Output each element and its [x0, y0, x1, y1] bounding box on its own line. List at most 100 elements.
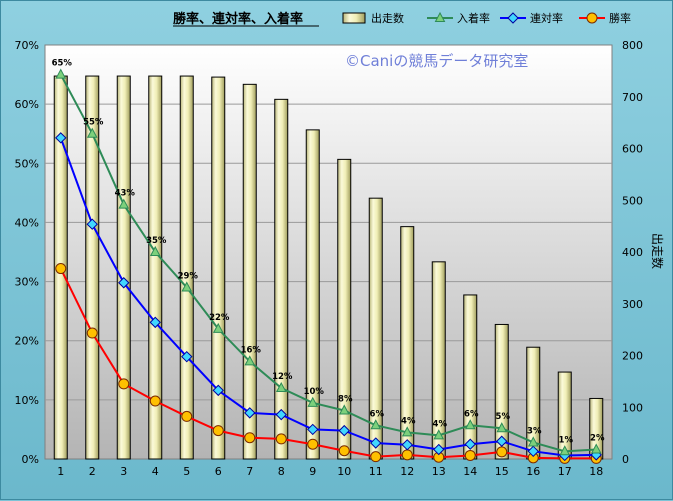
legend-swatch-bar: [342, 12, 366, 24]
point-circle-2: [86, 327, 98, 339]
point-triangle-4: [149, 245, 161, 256]
plot-area: [44, 44, 613, 460]
data-label-14: 6%: [464, 409, 479, 419]
legend-marker-diamond: [507, 12, 519, 24]
point-diamond-8: [275, 408, 287, 421]
data-label-17: 1%: [559, 435, 574, 445]
point-diamond-7: [244, 407, 256, 419]
y2-tick-label: 600: [622, 143, 643, 156]
bar-4: [148, 75, 163, 460]
point-diamond-12: [401, 439, 413, 451]
point-diamond-3: [118, 277, 130, 289]
legend-label: 勝率: [609, 11, 631, 25]
point-circle-14: [464, 449, 476, 461]
x-tick-label: 9: [309, 465, 316, 478]
point-circle-6: [212, 425, 224, 437]
y-tick-label: 70%: [15, 39, 39, 52]
legend-label: 連対率: [530, 11, 563, 25]
data-label-6: 22%: [209, 313, 230, 323]
point-triangle-8: [275, 381, 287, 393]
x-tick-label: 13: [432, 465, 446, 478]
legend-marker-circle: [586, 12, 598, 24]
point-circle-1: [55, 263, 67, 275]
x-tick-label: 3: [120, 465, 127, 478]
bar-8: [274, 98, 289, 460]
data-label-4: 35%: [146, 236, 167, 246]
data-label-12: 4%: [401, 416, 416, 426]
data-label-11: 6%: [370, 409, 385, 419]
data-label-7: 16%: [241, 345, 262, 355]
point-diamond-6: [212, 384, 224, 397]
point-triangle-16: [527, 436, 539, 447]
data-label-13: 4%: [433, 419, 448, 429]
y-tick-label: 10%: [15, 394, 39, 407]
point-triangle-1: [55, 68, 67, 79]
point-diamond-10: [338, 424, 350, 437]
point-circle-7: [244, 432, 256, 444]
bar-7: [242, 83, 257, 460]
data-label-9: 10%: [304, 387, 325, 397]
data-label-2: 55%: [83, 118, 104, 128]
point-diamond-16: [527, 445, 539, 458]
point-circle-11: [370, 451, 382, 463]
point-circle-3: [118, 378, 130, 390]
point-triangle-9: [307, 396, 319, 407]
point-diamond-2: [86, 218, 98, 230]
bar-3: [116, 75, 131, 460]
point-circle-15: [496, 446, 508, 458]
x-tick-label: 18: [589, 465, 603, 478]
x-tick-label: 1: [57, 465, 64, 478]
y-tick-label: 20%: [15, 335, 39, 348]
x-tick-label: 6: [215, 465, 222, 478]
legend-label: 出走数: [371, 11, 404, 25]
x-tick-label: 16: [526, 465, 540, 478]
data-label-5: 29%: [178, 271, 199, 281]
bar-2: [85, 75, 100, 460]
point-triangle-14: [464, 419, 476, 430]
y2-tick-label: 200: [622, 350, 643, 363]
y2-tick-label: 300: [622, 298, 643, 311]
x-tick-label: 12: [400, 465, 414, 478]
point-diamond-9: [307, 423, 319, 436]
point-triangle-12: [401, 426, 413, 437]
x-tick-label: 10: [337, 465, 351, 478]
point-circle-9: [307, 438, 319, 450]
x-tick-label: 11: [369, 465, 383, 478]
y-tick-label: 30%: [15, 276, 39, 289]
x-tick-label: 5: [183, 465, 190, 478]
point-triangle-3: [118, 198, 130, 209]
x-tick-label: 14: [463, 465, 477, 478]
y-tick-label: 40%: [15, 216, 39, 229]
data-label-10: 8%: [338, 395, 353, 405]
bar-14: [463, 294, 478, 460]
point-triangle-10: [338, 404, 350, 415]
y-tick-label: 60%: [15, 98, 39, 111]
bar-9: [305, 129, 320, 460]
data-label-1: 65%: [52, 59, 73, 69]
point-circle-8: [275, 433, 287, 445]
x-tick-label: 17: [558, 465, 572, 478]
y2-tick-label: 700: [622, 91, 643, 104]
point-circle-4: [149, 395, 161, 407]
point-circle-12: [401, 449, 413, 461]
chart-title: 勝率、連対率、入着率: [173, 11, 303, 27]
point-circle-5: [181, 410, 193, 422]
legend-marker-triangle: [434, 11, 446, 22]
point-diamond-5: [181, 350, 193, 363]
x-tick-label: 8: [278, 465, 285, 478]
y-tick-label: 0%: [22, 453, 39, 466]
y2-tick-label: 100: [622, 401, 643, 414]
series-line-diamond: [59, 137, 597, 457]
bar-10: [337, 158, 352, 460]
x-tick-label: 7: [246, 465, 253, 478]
point-triangle-15: [496, 422, 508, 433]
x-tick-label: 4: [152, 465, 159, 478]
point-diamond-4: [149, 316, 161, 329]
legend: 出走数 入着率 連対率 勝率: [342, 11, 631, 25]
data-label-8: 12%: [272, 372, 293, 382]
y2-axis-label: 出走数: [650, 233, 665, 269]
point-diamond-11: [370, 437, 382, 449]
y-tick-label: 50%: [15, 157, 39, 170]
